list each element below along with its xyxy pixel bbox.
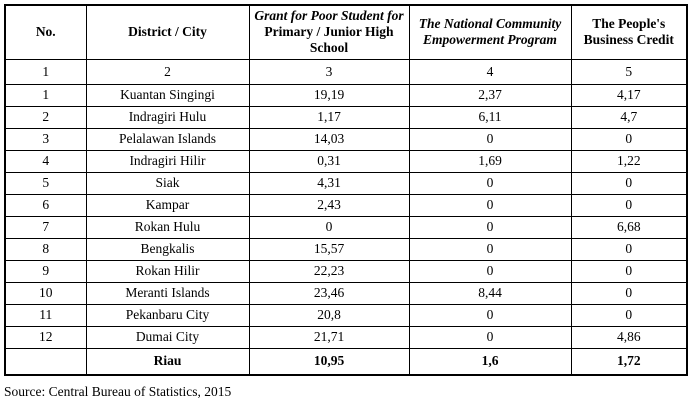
cell-grant-value: 14,03	[248, 127, 410, 151]
cell-no: 11	[4, 303, 87, 327]
table-row: 3 Pelalawan Islands 14,03 0 0	[4, 127, 688, 151]
header-row: No. District / City Grant for Poor Stude…	[4, 4, 688, 60]
table-row: 7 Rokan Hulu 0 0 6,68	[4, 215, 688, 239]
cell-empowerment-value: 0	[408, 127, 572, 151]
cell-no: 6	[4, 193, 87, 217]
cell-district: Pelalawan Islands	[85, 127, 250, 151]
cell-no: 8	[4, 237, 87, 261]
cell-empowerment-value: 0	[408, 193, 572, 217]
cell-grant-value: 0	[248, 215, 410, 239]
cell-district: Bengkalis	[85, 237, 250, 261]
cell-grant-value: 23,46	[248, 281, 410, 305]
cell-empowerment-value: 0	[408, 171, 572, 195]
total-credit-value: 1,72	[570, 347, 688, 376]
cell-empowerment-value: 0	[408, 237, 572, 261]
cell-empowerment-value: 6,11	[408, 105, 572, 129]
cell-no: 3	[4, 127, 87, 151]
cell-credit-value: 6,68	[570, 215, 688, 239]
cell-empowerment-value: 8,44	[408, 281, 572, 305]
cell-credit-value: 4,86	[570, 325, 688, 349]
cell-empowerment-value: 0	[408, 215, 572, 239]
cell-district: Pekanbaru City	[85, 303, 250, 327]
cell-grant-value: 0,31	[248, 149, 410, 173]
total-empowerment-value: 1,6	[408, 347, 572, 376]
cell-grant-value: 19,19	[248, 83, 410, 107]
cell-district: Rokan Hilir	[85, 259, 250, 283]
header-grant-regular-part: Primary / Junior High School	[264, 24, 394, 56]
cell-no: 2	[4, 105, 87, 129]
statistics-table: No. District / City Grant for Poor Stude…	[4, 4, 688, 376]
table-row: 4 Indragiri Hilir 0,31 1,69 1,22	[4, 149, 688, 173]
total-no-cell	[4, 347, 87, 376]
cell-no: 7	[4, 215, 87, 239]
column-number-4: 4	[408, 58, 572, 85]
cell-no: 5	[4, 171, 87, 195]
header-district-city: District / City	[85, 4, 250, 60]
cell-district: Kampar	[85, 193, 250, 217]
cell-credit-value: 0	[570, 193, 688, 217]
column-number-2: 2	[85, 58, 250, 85]
table-row: 5 Siak 4,31 0 0	[4, 171, 688, 195]
cell-empowerment-value: 1,69	[408, 149, 572, 173]
table-row: 1 Kuantan Singingi 19,19 2,37 4,17	[4, 83, 688, 107]
header-no: No.	[4, 4, 87, 60]
cell-no: 10	[4, 281, 87, 305]
table-row: 2 Indragiri Hulu 1,17 6,11 4,7	[4, 105, 688, 129]
table-row: 11 Pekanbaru City 20,8 0 0	[4, 303, 688, 327]
cell-district: Meranti Islands	[85, 281, 250, 305]
cell-grant-value: 15,57	[248, 237, 410, 261]
cell-credit-value: 0	[570, 281, 688, 305]
header-grant-poor-student: Grant for Poor Student for Primary / Jun…	[248, 4, 410, 60]
cell-district: Indragiri Hulu	[85, 105, 250, 129]
cell-no: 9	[4, 259, 87, 283]
cell-district: Rokan Hulu	[85, 215, 250, 239]
cell-no: 4	[4, 149, 87, 173]
cell-credit-value: 0	[570, 237, 688, 261]
column-number-1: 1	[4, 58, 87, 85]
table-row: 9 Rokan Hilir 22,23 0 0	[4, 259, 688, 283]
cell-credit-value: 0	[570, 171, 688, 195]
cell-credit-value: 4,17	[570, 83, 688, 107]
total-label: Riau	[85, 347, 250, 376]
table-body: 1 Kuantan Singingi 19,19 2,37 4,17 2 Indragiri…	[4, 83, 688, 349]
cell-empowerment-value: 0	[408, 325, 572, 349]
header-grant-italic-part: Grant for Poor Student for	[254, 8, 404, 24]
total-row: Riau 10,95 1,6 1,72	[4, 347, 688, 376]
header-business-credit: The People's Business Credit	[570, 4, 688, 60]
source-note: Source: Central Bureau of Statistics, 20…	[4, 384, 232, 399]
column-number-3: 3	[248, 58, 410, 85]
cell-credit-value: 1,22	[570, 149, 688, 173]
cell-credit-value: 0	[570, 259, 688, 283]
cell-grant-value: 4,31	[248, 171, 410, 195]
cell-no: 12	[4, 325, 87, 349]
column-number-row: 1 2 3 4 5	[4, 58, 688, 85]
cell-grant-value: 20,8	[248, 303, 410, 327]
cell-district: Indragiri Hilir	[85, 149, 250, 173]
cell-credit-value: 0	[570, 303, 688, 327]
cell-empowerment-value: 0	[408, 259, 572, 283]
cell-empowerment-value: 0	[408, 303, 572, 327]
cell-credit-value: 4,7	[570, 105, 688, 129]
table-row: 8 Bengkalis 15,57 0 0	[4, 237, 688, 261]
cell-district: Dumai City	[85, 325, 250, 349]
total-grant-value: 10,95	[248, 347, 410, 376]
cell-grant-value: 21,71	[248, 325, 410, 349]
cell-empowerment-value: 2,37	[408, 83, 572, 107]
cell-credit-value: 0	[570, 127, 688, 151]
cell-grant-value: 2,43	[248, 193, 410, 217]
table-row: 12 Dumai City 21,71 0 4,86	[4, 325, 688, 349]
header-empowerment-program: The National Community Empowerment Progr…	[408, 4, 572, 60]
table-row: 6 Kampar 2,43 0 0	[4, 193, 688, 217]
table-row: 10 Meranti Islands 23,46 8,44 0	[4, 281, 688, 305]
column-number-5: 5	[570, 58, 688, 85]
cell-no: 1	[4, 83, 87, 107]
cell-grant-value: 22,23	[248, 259, 410, 283]
cell-district: Kuantan Singingi	[85, 83, 250, 107]
cell-grant-value: 1,17	[248, 105, 410, 129]
cell-district: Siak	[85, 171, 250, 195]
